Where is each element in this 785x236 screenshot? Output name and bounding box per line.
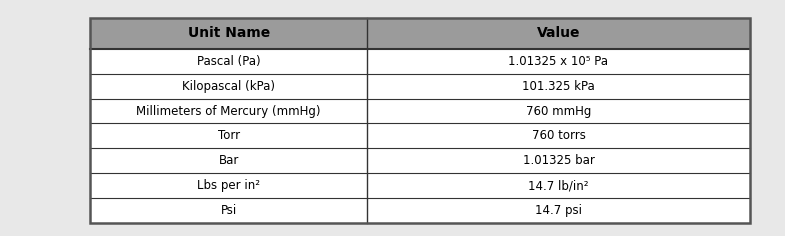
Text: 760 torrs: 760 torrs <box>531 129 586 142</box>
Text: Millimeters of Mercury (mmHg): Millimeters of Mercury (mmHg) <box>137 105 321 118</box>
Text: Value: Value <box>537 26 580 40</box>
Text: 14.7 lb/in²: 14.7 lb/in² <box>528 179 589 192</box>
Text: Pascal (Pa): Pascal (Pa) <box>197 55 261 68</box>
Text: Unit Name: Unit Name <box>188 26 270 40</box>
Text: 760 mmHg: 760 mmHg <box>526 105 591 118</box>
Text: Kilopascal (kPa): Kilopascal (kPa) <box>182 80 276 93</box>
Text: 1.01325 bar: 1.01325 bar <box>523 154 594 167</box>
Text: Torr: Torr <box>217 129 239 142</box>
Bar <box>90 18 750 49</box>
Text: 101.325 kPa: 101.325 kPa <box>522 80 595 93</box>
Bar <box>90 18 750 223</box>
Text: Bar: Bar <box>218 154 239 167</box>
Text: 1.01325 x 10⁵ Pa: 1.01325 x 10⁵ Pa <box>509 55 608 68</box>
Bar <box>90 18 750 223</box>
Text: Lbs per in²: Lbs per in² <box>197 179 261 192</box>
Text: 14.7 psi: 14.7 psi <box>535 204 582 217</box>
Text: Psi: Psi <box>221 204 237 217</box>
